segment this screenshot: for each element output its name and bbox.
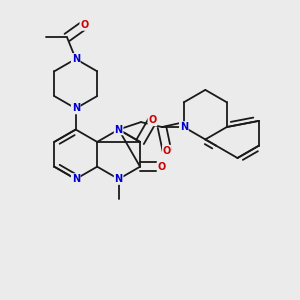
Text: O: O: [80, 20, 88, 30]
Text: O: O: [148, 116, 157, 125]
Text: N: N: [72, 103, 80, 113]
Text: N: N: [115, 124, 123, 134]
Text: N: N: [72, 54, 80, 64]
Text: O: O: [158, 162, 166, 172]
Text: N: N: [72, 174, 80, 184]
Text: O: O: [163, 146, 171, 156]
Text: N: N: [115, 174, 123, 184]
Text: N: N: [180, 122, 188, 132]
